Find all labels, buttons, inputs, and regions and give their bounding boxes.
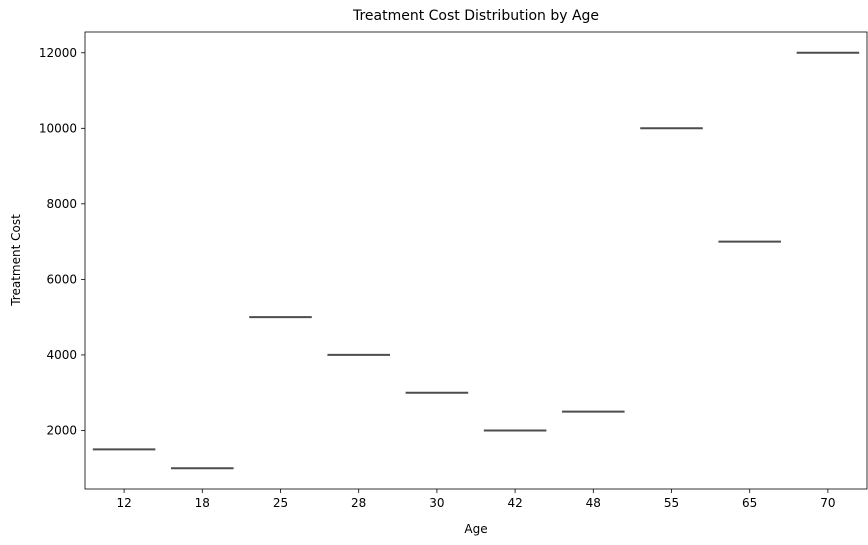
y-tick-label-12000: 12000	[39, 46, 77, 60]
x-tick-label-18: 18	[195, 496, 210, 510]
y-axis-label: Treatment Cost	[9, 214, 23, 307]
x-tick-label-30: 30	[429, 496, 444, 510]
y-axis-ticks: 2000 4000 6000 8000 10000 12000	[39, 46, 85, 437]
x-tick-label-25: 25	[273, 496, 288, 510]
y-tick-label-6000: 6000	[46, 272, 77, 286]
plot-marks	[92, 51, 860, 470]
y-tick-label-4000: 4000	[46, 348, 77, 362]
x-tick-label-55: 55	[664, 496, 679, 510]
x-tick-label-48: 48	[586, 496, 601, 510]
y-tick-label-8000: 8000	[46, 197, 77, 211]
x-tick-label-12: 12	[116, 496, 131, 510]
x-tick-label-70: 70	[820, 496, 835, 510]
y-tick-label-2000: 2000	[46, 423, 77, 437]
chart-title: Treatment Cost Distribution by Age	[352, 8, 599, 24]
x-tick-label-42: 42	[507, 496, 522, 510]
y-tick-label-10000: 10000	[39, 121, 77, 135]
plot-frame	[84, 31, 868, 490]
x-axis-label: Age	[464, 522, 487, 536]
x-tick-label-65: 65	[742, 496, 757, 510]
x-tick-label-28: 28	[351, 496, 366, 510]
x-axis-ticks: 12 18 25 28 30 42 48 55 65 70	[116, 489, 836, 510]
